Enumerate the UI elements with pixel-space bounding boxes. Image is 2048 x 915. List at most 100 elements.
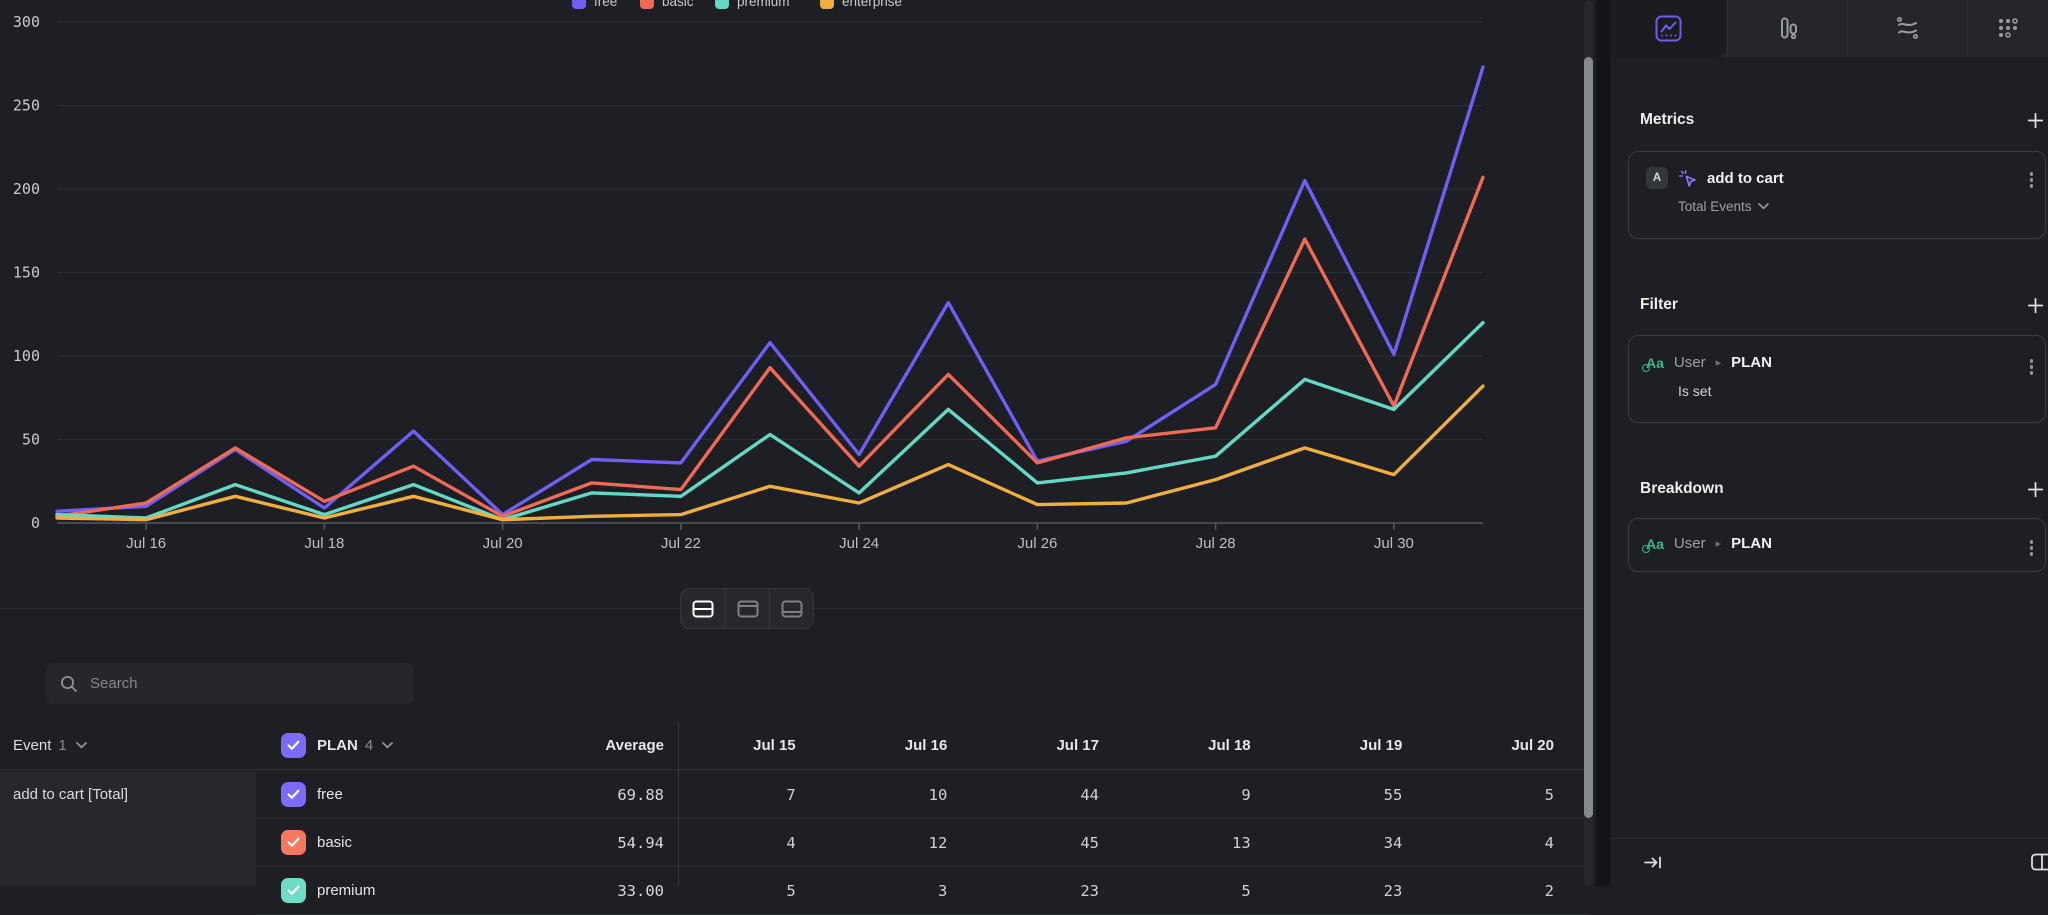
cell-value: 5 (786, 881, 796, 900)
tab-more-charts[interactable] (1967, 0, 2048, 57)
add-breakdown-button[interactable] (2026, 480, 2044, 498)
date-column-header: Jul 15 (753, 737, 796, 754)
event-name-cell[interactable]: add to cart [Total] (0, 771, 256, 886)
plan-column-header[interactable]: PLAN 4 (256, 733, 486, 758)
svg-text:Jul 26: Jul 26 (1017, 535, 1057, 552)
metrics-section-header: Metrics (1640, 111, 2044, 129)
breakdown-property: PLAN (1731, 535, 1772, 552)
table-header-row: Event 1 PLAN 4 Average Jul 15 Jul 16 Jul 1… (0, 722, 1588, 770)
sidebar-footer (1610, 838, 2048, 886)
svg-text:Jul 22: Jul 22 (661, 535, 701, 552)
legend-item-free[interactable]: free (572, 0, 617, 10)
series-free (55, 65, 1485, 517)
svg-text:Jul 28: Jul 28 (1196, 535, 1236, 552)
date-column-header: Jul 20 (1511, 737, 1554, 754)
tab-bar-chart[interactable] (1727, 0, 1847, 57)
average-column-header[interactable]: Average (605, 737, 664, 754)
text-property-icon: Aa (1642, 354, 1664, 372)
average-value: 33.00 (617, 881, 664, 900)
svg-text:Jul 16: Jul 16 (126, 535, 166, 552)
legend-item-premium[interactable]: premium (715, 0, 790, 10)
breakdown-scope: User (1673, 535, 1706, 552)
svg-text:Jul 30: Jul 30 (1374, 535, 1414, 552)
plan-cell: premium (256, 878, 486, 903)
filter-title: Filter (1640, 296, 1678, 313)
split-view-button[interactable] (681, 589, 725, 628)
table-only-view-icon (781, 600, 802, 617)
cell-value: 23 (1080, 881, 1099, 900)
row-checkbox[interactable] (281, 878, 306, 903)
metric-card[interactable]: A add to cart Total Events (1628, 151, 2046, 239)
legend-item-basic[interactable]: basic (640, 0, 694, 10)
chart-type-tabs (1610, 0, 2048, 57)
tab-stream-chart[interactable] (1847, 0, 1967, 57)
metric-measure-selector[interactable]: Total Events (1629, 199, 2045, 214)
plan-count: 4 (364, 737, 374, 754)
cell-value: 5 (1544, 785, 1554, 804)
table-only-view-button[interactable] (769, 589, 813, 628)
plan-cell: basic (256, 830, 486, 855)
filter-scope: User (1673, 354, 1706, 371)
cell-value: 9 (1241, 785, 1251, 804)
date-column-header: Jul 17 (1056, 737, 1099, 754)
plan-label: premium (317, 882, 376, 899)
cell-value: 13 (1231, 833, 1251, 852)
collapse-sidebar-icon[interactable] (1643, 854, 1664, 871)
cell-value: 44 (1080, 785, 1099, 804)
text-property-icon: Aa (1642, 535, 1664, 553)
breakdown-menu-button[interactable] (2029, 540, 2033, 556)
svg-text:50: 50 (22, 431, 40, 449)
plan-select-all-checkbox[interactable] (281, 733, 306, 758)
svg-text:250: 250 (13, 97, 40, 115)
legend-item-enterprise[interactable]: enterprise (820, 0, 902, 10)
legend-swatch (640, 0, 654, 9)
cell-value: 3 (937, 881, 948, 900)
date-column-header: Jul 19 (1359, 737, 1403, 754)
panel-layout-icon[interactable] (2031, 853, 2048, 871)
average-value: 54.94 (617, 833, 664, 852)
metric-event-name: add to cart (1707, 169, 1784, 187)
cell-value: 5 (1241, 881, 1251, 900)
svg-text:Jul 18: Jul 18 (304, 535, 344, 552)
row-checkbox[interactable] (281, 782, 306, 807)
main-panel: 0 50 100 150 200 250 300 Jul 16 Jul 18 Jul 20 Jul … (0, 0, 1596, 915)
table-row-premium: premium 33.00 5 3 23 5 23 2 (256, 867, 1588, 915)
breadcrumb-arrow-icon: ▸ (1715, 538, 1722, 550)
cell-value: 2 (1544, 881, 1554, 900)
line-chart-icon (1655, 15, 1682, 42)
legend-label: free (594, 0, 618, 9)
add-filter-button[interactable] (2026, 296, 2044, 314)
add-metric-button[interactable] (2026, 111, 2044, 129)
scrollbar-thumb[interactable] (1584, 57, 1593, 818)
breakdown-card[interactable]: Aa User ▸ PLAN (1628, 518, 2046, 572)
metric-menu-button[interactable] (2029, 172, 2033, 188)
filter-menu-button[interactable] (2029, 359, 2033, 375)
bar-chart-icon (1781, 17, 1797, 40)
legend-swatch (715, 0, 729, 9)
svg-text:300: 300 (13, 13, 40, 31)
legend-label: premium (737, 0, 790, 9)
filter-condition[interactable]: Is set (1678, 383, 1712, 399)
search-input[interactable]: Search (46, 663, 414, 704)
metrics-title: Metrics (1640, 111, 1695, 128)
event-cursor-icon (1679, 169, 1696, 187)
table-row-free: free 69.88 7 10 44 9 55 5 (256, 771, 1588, 819)
plan-label: basic (317, 834, 353, 851)
row-checkbox[interactable] (281, 830, 306, 855)
series-enterprise (55, 384, 1485, 522)
cell-value: 7 (786, 785, 796, 804)
breakdown-section-header: Breakdown (1640, 480, 2044, 498)
cell-value: 45 (1080, 833, 1099, 852)
table-column-divider (678, 722, 679, 886)
svg-text:0: 0 (31, 514, 40, 532)
legend-label: basic (662, 0, 694, 9)
filter-property: PLAN (1731, 354, 1772, 371)
tab-line-chart[interactable] (1610, 0, 1727, 57)
chevron-down-icon (382, 742, 394, 749)
filter-card[interactable]: Aa User ▸ PLAN Is set (1628, 335, 2046, 423)
series-basic (55, 175, 1485, 518)
chart-only-view-button[interactable] (725, 589, 769, 628)
panel-divider (1596, 0, 1610, 886)
event-column-header[interactable]: Event 1 (0, 737, 256, 754)
search-icon (61, 675, 77, 692)
